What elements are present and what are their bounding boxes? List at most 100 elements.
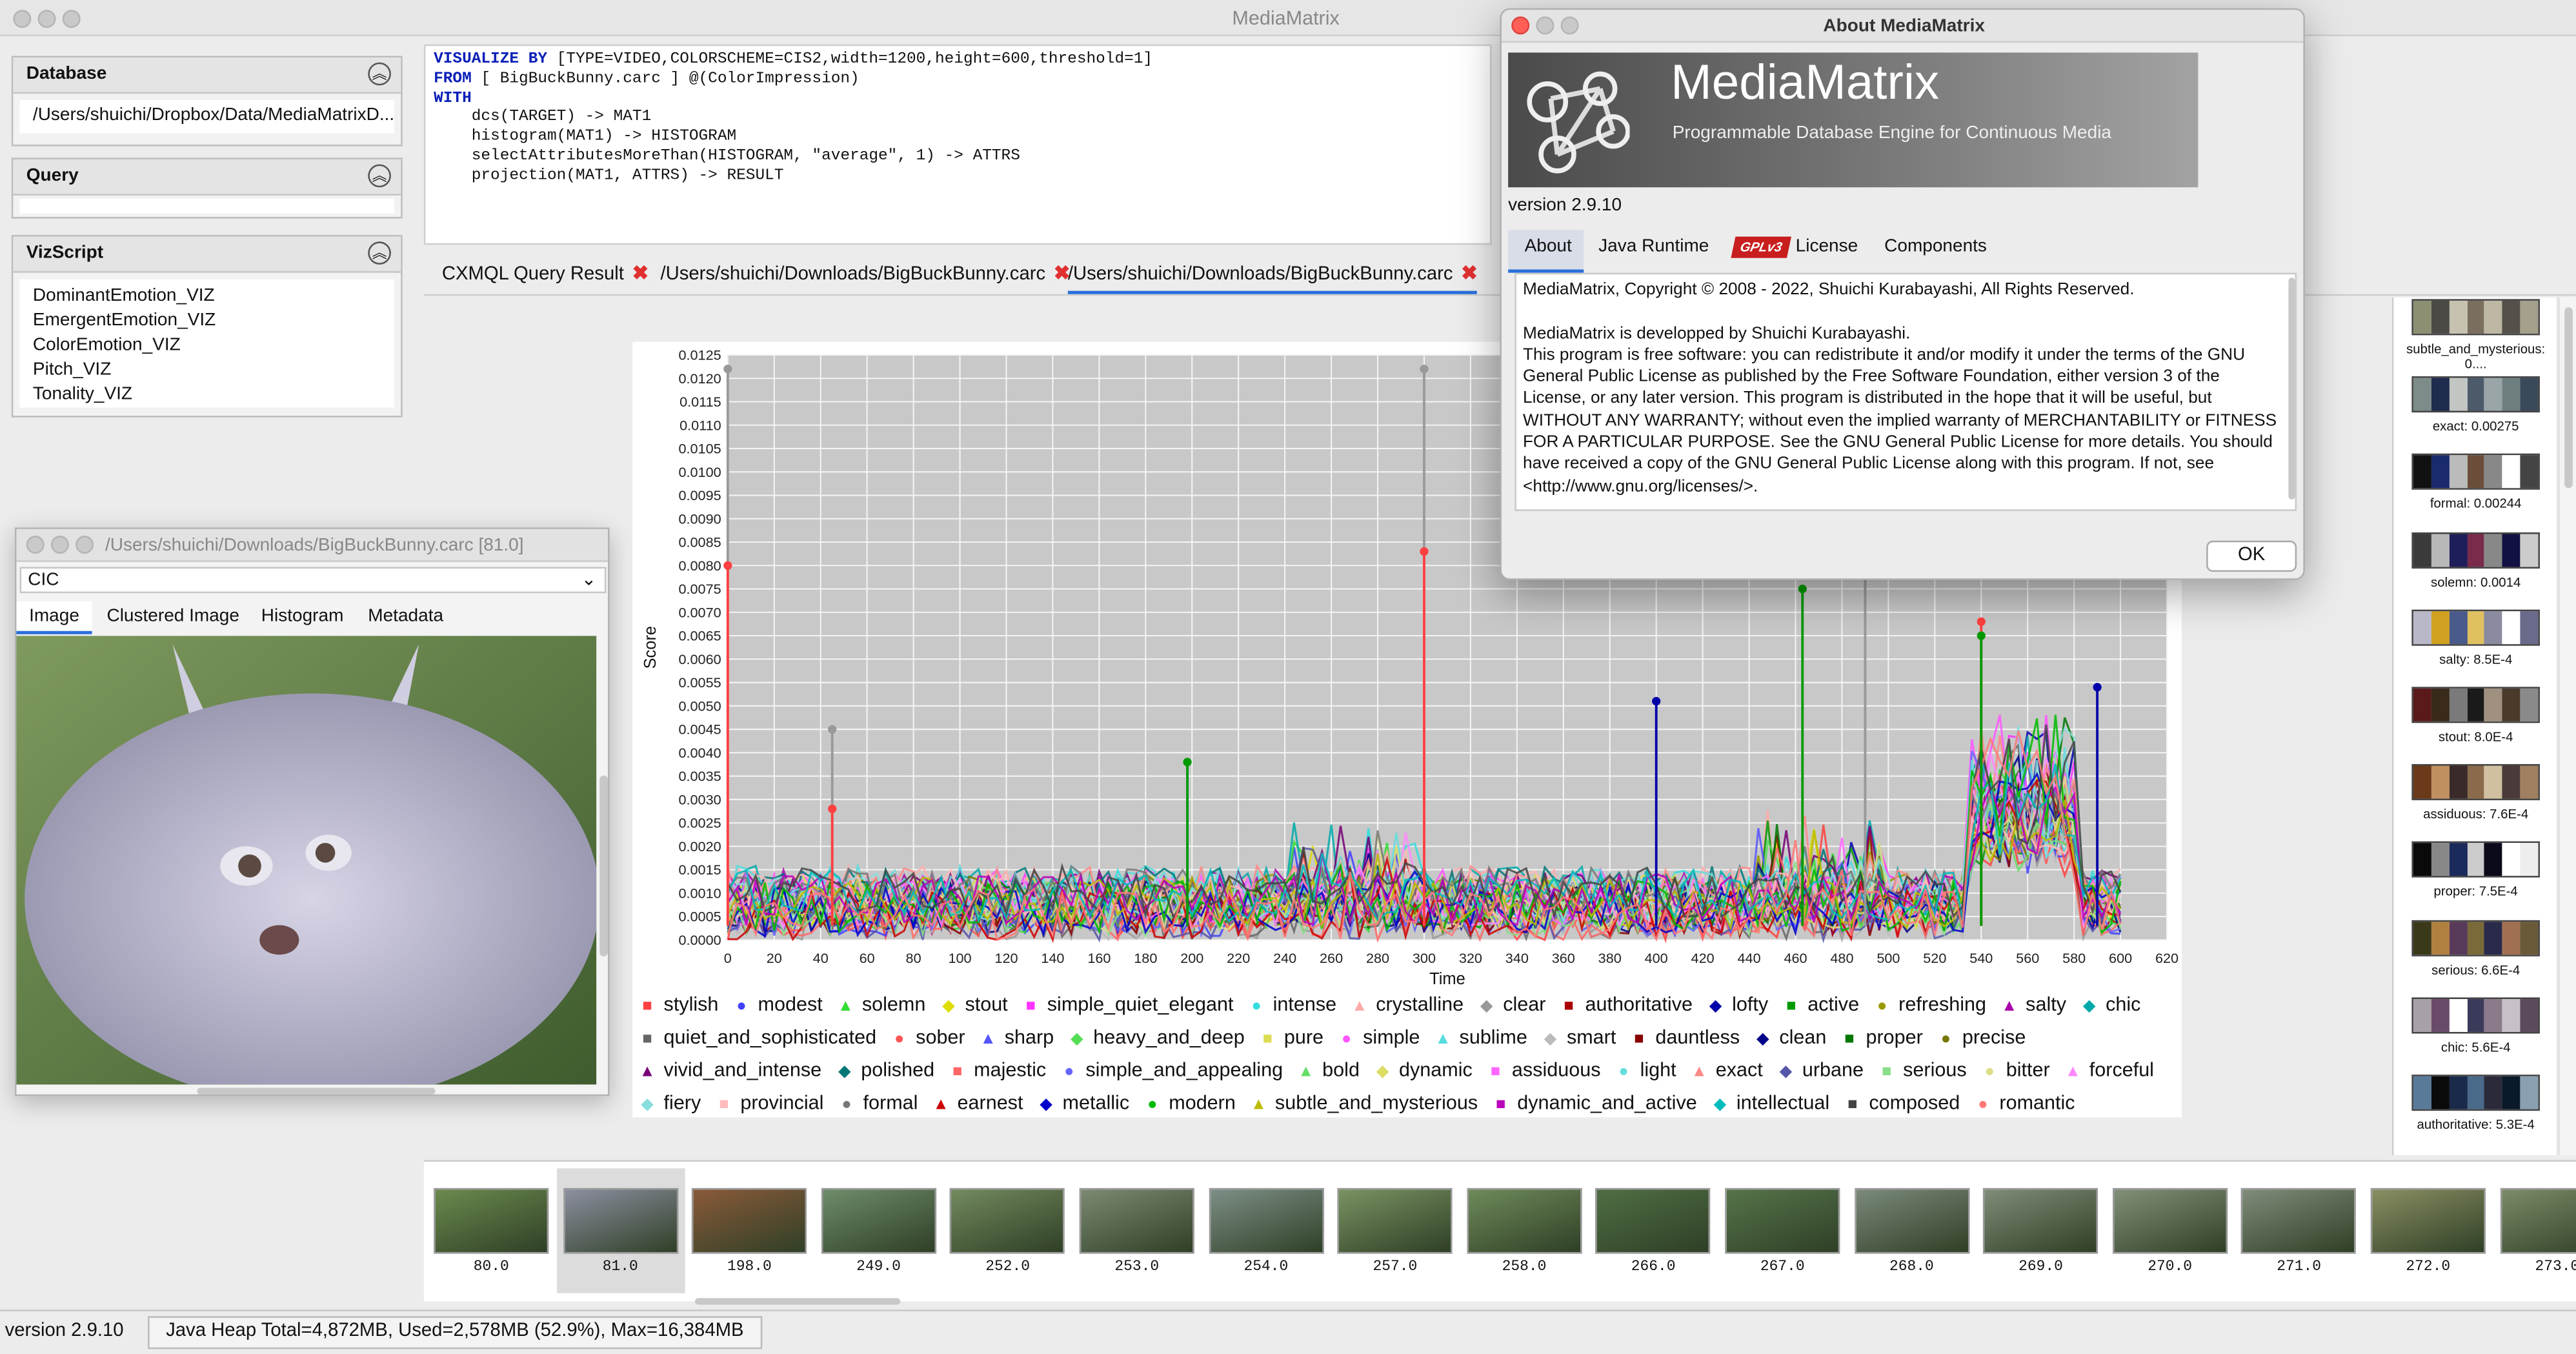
keyframe-thumbnail[interactable] <box>950 1187 1065 1254</box>
tab-java-runtime[interactable]: Java Runtime <box>1598 236 1709 257</box>
color-scheme-swatch[interactable] <box>2411 299 2540 336</box>
query-editor[interactable]: VISUALIZE BY [TYPE=VIDEO,COLORSCHEME=CIS… <box>423 44 1492 245</box>
query-panel-header[interactable]: Query ︽ <box>13 159 401 196</box>
keyframe-thumbnail[interactable] <box>2370 1187 2486 1254</box>
vizscript-panel-header[interactable]: VizScript ︽ <box>13 236 401 273</box>
legend-label: forceful <box>2089 1058 2154 1082</box>
legend-label: intense <box>1273 992 1337 1016</box>
legend-item: ▲ subtle_and_mysterious <box>1247 1088 1478 1118</box>
tab-about[interactable]: About <box>1524 236 1572 257</box>
swatch-color <box>2413 844 2431 877</box>
color-scheme-swatch[interactable] <box>2411 996 2540 1033</box>
color-scheme-swatch[interactable] <box>2411 842 2540 878</box>
query-field[interactable] <box>19 199 395 214</box>
keyframe-thumbnail[interactable] <box>1079 1187 1194 1254</box>
minimize-window-button[interactable] <box>1536 16 1555 35</box>
keyframe-thumbnail[interactable] <box>1854 1187 1969 1254</box>
legend-label: serious <box>1903 1058 1967 1082</box>
swatch-scrollbar[interactable] <box>2557 297 2576 1155</box>
legend-label: smart <box>1566 1025 1616 1049</box>
tab-image[interactable]: Image <box>16 601 92 634</box>
close-tab-icon[interactable]: ✖ <box>1461 261 1478 285</box>
minimize-window-button[interactable] <box>50 536 69 554</box>
keyframe-thumbnail[interactable] <box>821 1187 936 1254</box>
viewer-horizontal-scrollbar[interactable] <box>197 1087 436 1095</box>
vizscript-item[interactable]: Tonality_VIZ <box>32 384 133 405</box>
y-tick-label: 0.0090 <box>678 510 721 527</box>
legend-item: ■ quiet_and_sophisticated <box>636 1022 876 1055</box>
about-scrollbar[interactable] <box>2288 278 2295 500</box>
database-panel-header[interactable]: Database ︽ <box>13 57 401 94</box>
tab-file-1[interactable]: /Users/shuichi/Downloads/BigBuckBunny.ca… <box>660 261 1070 285</box>
legend-marker-icon: ◆ <box>1756 1030 1769 1049</box>
keyframe-thumbnail[interactable] <box>692 1187 807 1254</box>
vizscript-item[interactable]: DominantEmotion_VIZ <box>32 286 215 306</box>
database-path-field[interactable]: /Users/shuichi/Dropbox/Data/MediaMatrixD… <box>19 100 395 134</box>
color-scheme-swatch[interactable] <box>2411 764 2540 801</box>
swatch-color <box>2502 844 2521 877</box>
vizscript-item[interactable]: Pitch_VIZ <box>32 359 112 380</box>
color-scheme-swatch[interactable] <box>2411 609 2540 646</box>
color-scheme-swatch[interactable] <box>2411 1075 2540 1111</box>
swatch-color <box>2520 300 2539 334</box>
swatch-color <box>2520 844 2539 877</box>
color-scheme-swatch[interactable] <box>2411 376 2540 413</box>
zoom-window-button[interactable] <box>1560 16 1579 35</box>
keyframe-thumbnail[interactable] <box>2112 1187 2228 1254</box>
color-scheme-swatch[interactable] <box>2411 454 2540 490</box>
keyframe-thumbnail[interactable] <box>1337 1187 1453 1254</box>
legend-marker-icon: ◆ <box>1376 1063 1389 1082</box>
keyframe-thumbnail[interactable] <box>1725 1187 1840 1254</box>
legend-marker-icon: ● <box>1978 1096 1988 1115</box>
viewer-vertical-scrollbar[interactable] <box>599 775 608 956</box>
tab-query-result[interactable]: CXMQL Query Result ✖ <box>442 261 649 285</box>
close-window-button[interactable] <box>1511 16 1530 35</box>
close-tab-icon[interactable]: ✖ <box>1053 261 1071 285</box>
keyframe-thumbnail[interactable] <box>434 1187 549 1254</box>
tab-metadata[interactable]: Metadata <box>368 606 444 627</box>
keyframe-timestamp: 252.0 <box>985 1258 1031 1275</box>
keyframe-thumbnail[interactable] <box>563 1187 678 1254</box>
x-tick-label: 380 <box>1598 950 1622 966</box>
editor-line: WITH <box>434 88 1482 107</box>
keyframe-thumbnail[interactable] <box>1983 1187 2098 1254</box>
keyframe-timestamp: 270.0 <box>2148 1258 2192 1275</box>
tab-histogram[interactable]: Histogram <box>261 606 344 627</box>
legend-label: heavy_and_deep <box>1093 1025 1245 1049</box>
close-tab-icon[interactable]: ✖ <box>632 261 649 285</box>
swatch-color <box>2484 688 2503 722</box>
tab-license[interactable]: License <box>1795 236 1858 257</box>
legend-item: ▲ exact <box>1687 1055 1763 1088</box>
legend-label: formal <box>863 1091 918 1115</box>
legend-item: ◆ chic <box>2078 989 2141 1022</box>
keyframe-thumbnail[interactable] <box>1466 1187 1582 1254</box>
keyframe-thumbnail[interactable] <box>1208 1187 1323 1254</box>
color-scheme-swatch[interactable] <box>2411 531 2540 568</box>
ok-button[interactable]: OK <box>2206 540 2297 572</box>
close-window-button[interactable] <box>26 536 45 554</box>
vizscript-item[interactable]: ColorEmotion_VIZ <box>32 335 181 355</box>
zoom-window-button[interactable] <box>75 536 94 554</box>
tab-components[interactable]: Components <box>1884 236 1987 257</box>
zoom-window-button[interactable] <box>62 10 81 28</box>
keyframe-scrollbar[interactable] <box>694 1298 901 1305</box>
swatch-color <box>2520 1076 2539 1109</box>
keyframe-thumbnail[interactable] <box>2241 1187 2357 1254</box>
legend-item: ■ serious <box>1875 1055 1967 1088</box>
tab-clustered-image[interactable]: Clustered Image <box>106 606 239 627</box>
minimize-window-button[interactable] <box>37 10 56 28</box>
color-scheme-strip: subtle_and_mysterious: 0.... exact: 0.002… <box>2391 297 2557 1155</box>
color-scheme-swatch[interactable] <box>2411 919 2540 956</box>
data-point <box>723 561 732 570</box>
color-model-dropdown[interactable]: CIC ⌄ <box>19 567 607 594</box>
collapse-icon[interactable]: ︽ <box>368 62 391 86</box>
keyframe-thumbnail[interactable] <box>1596 1187 1711 1254</box>
color-scheme-swatch[interactable] <box>2411 687 2540 723</box>
swatch-color <box>2413 456 2431 489</box>
close-window-button[interactable] <box>13 10 32 28</box>
keyframe-thumbnail[interactable] <box>2499 1187 2576 1254</box>
collapse-icon[interactable]: ︽ <box>368 241 391 265</box>
tab-file-2[interactable]: /Users/shuichi/Downloads/BigBuckBunny.ca… <box>1067 261 1478 294</box>
vizscript-item[interactable]: EmergentEmotion_VIZ <box>32 310 216 330</box>
collapse-icon[interactable]: ︽ <box>368 164 391 188</box>
